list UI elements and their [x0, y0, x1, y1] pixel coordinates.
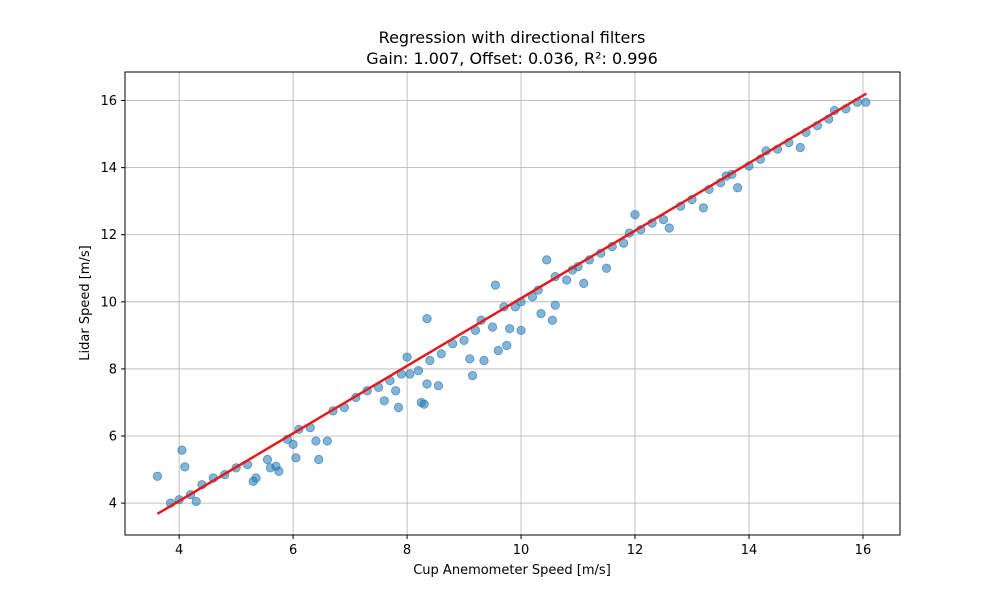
grid — [125, 72, 900, 535]
data-point — [658, 215, 669, 225]
regression-line — [156, 92, 868, 515]
data-point — [493, 345, 503, 356]
data-point — [698, 203, 709, 213]
data-point — [630, 209, 640, 220]
data-point — [502, 340, 512, 351]
y-tick-label: 12 — [100, 228, 117, 243]
data-point — [505, 324, 515, 334]
data-point — [536, 308, 546, 319]
data-point — [413, 366, 424, 376]
data-point — [542, 255, 552, 265]
ticks: 4 6 8 10 12 14 16 4 6 8 10 12 14 16 — [100, 94, 871, 558]
data-point — [562, 275, 572, 285]
x-tick-label: 12 — [627, 543, 644, 558]
data-point — [619, 238, 629, 248]
data-point — [425, 355, 435, 366]
data-point — [795, 142, 805, 153]
data-point — [465, 354, 475, 364]
data-point — [861, 97, 871, 107]
y-tick-label: 6 — [109, 430, 117, 445]
data-point — [422, 379, 432, 389]
data-point — [664, 223, 674, 233]
y-tick-label: 4 — [109, 497, 117, 512]
y-tick-label: 16 — [100, 94, 117, 109]
chart-subtitle: Gain: 1.007, Offset: 0.036, R²: 0.996 — [366, 49, 658, 68]
y-tick-label: 10 — [100, 295, 117, 310]
data-point — [490, 280, 501, 290]
data-point — [393, 402, 404, 413]
chart-title: Regression with directional filters — [379, 28, 646, 47]
data-point — [459, 335, 469, 346]
data-point — [191, 496, 201, 507]
data-point — [547, 315, 557, 325]
x-tick-label: 16 — [855, 543, 872, 558]
data-point — [402, 352, 412, 362]
y-axis-label: Lidar Speed [m/s] — [78, 245, 93, 360]
data-point — [322, 436, 332, 446]
x-axis-label: Cup Anemometer Speed [m/s] — [413, 563, 611, 578]
data-point — [291, 453, 301, 463]
data-point — [516, 325, 526, 335]
data-point — [152, 471, 163, 481]
data-point — [579, 278, 589, 288]
data-point — [479, 355, 489, 366]
data-point — [550, 300, 560, 310]
x-tick-label: 10 — [513, 543, 530, 558]
data-point — [314, 454, 324, 465]
data-point — [422, 313, 432, 324]
data-point — [419, 399, 429, 409]
x-tick-label: 14 — [741, 543, 758, 558]
data-point — [436, 349, 446, 359]
plot-frame — [124, 71, 901, 536]
data-point — [487, 322, 498, 332]
data-point — [391, 386, 401, 396]
x-tick-label: 8 — [403, 543, 411, 558]
data-point — [468, 371, 478, 381]
data-point — [177, 445, 187, 455]
data-point — [405, 369, 415, 379]
data-point — [288, 439, 298, 450]
x-tick-label: 4 — [175, 543, 183, 558]
data-point — [274, 466, 284, 476]
data-point — [732, 183, 743, 193]
x-tick-label: 6 — [289, 543, 297, 558]
data-point — [180, 462, 190, 472]
data-point — [433, 381, 444, 391]
y-tick-label: 8 — [109, 362, 117, 377]
y-tick-label: 14 — [100, 161, 117, 176]
data-point — [601, 263, 612, 273]
regression-line-layer — [156, 92, 868, 515]
data-point — [262, 454, 273, 465]
data-point — [311, 436, 321, 446]
data-point — [251, 473, 261, 483]
data-point — [379, 396, 389, 406]
